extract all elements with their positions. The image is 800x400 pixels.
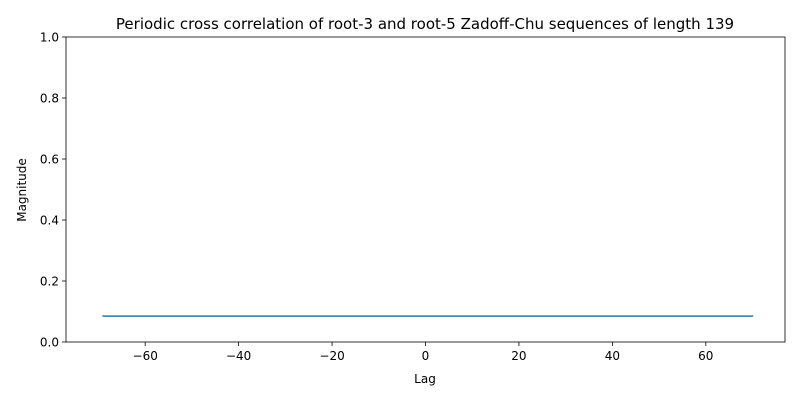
y-tick-label: 0.6 xyxy=(40,153,59,167)
y-axis-label: Magnitude xyxy=(15,158,29,222)
x-tick-label: −60 xyxy=(133,349,158,363)
y-tick-label: 0.2 xyxy=(40,275,59,289)
x-tick-label: 20 xyxy=(511,349,526,363)
y-tick-label: 0.8 xyxy=(40,92,59,106)
x-tick-label: 40 xyxy=(605,349,620,363)
x-axis-label: Lag xyxy=(414,372,436,386)
y-tick-label: 0.0 xyxy=(40,336,59,350)
x-tick-label: 0 xyxy=(422,349,430,363)
axes-frame xyxy=(65,36,786,343)
y-tick-label: 1.0 xyxy=(40,31,59,45)
x-tick-label: −20 xyxy=(319,349,344,363)
y-tick-label: 0.4 xyxy=(40,214,59,228)
plot-area: −60 −40 −20 0 20 40 60 0.0 0.2 0.4 0.6 0.8 1.0 xyxy=(40,31,786,363)
x-tick-label: −40 xyxy=(226,349,251,363)
chart-title: Periodic cross correlation of root-3 and… xyxy=(116,15,734,33)
x-tick-label: 60 xyxy=(698,349,713,363)
